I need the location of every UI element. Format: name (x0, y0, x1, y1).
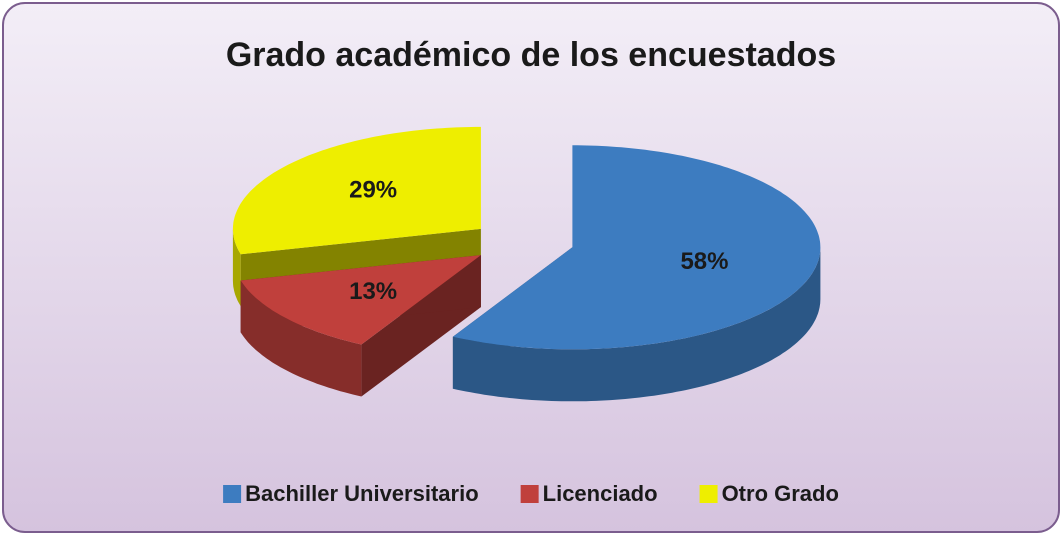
legend-swatch (520, 485, 539, 503)
slice (452, 145, 821, 402)
slice-top (240, 255, 481, 345)
data-label: 13% (349, 278, 397, 305)
slice-top (452, 145, 821, 350)
chart-title: Grado académico de los encuestados (226, 36, 836, 74)
legend-swatch (223, 485, 242, 503)
slice-wall (452, 247, 821, 402)
slice (240, 255, 481, 397)
data-label: 29% (349, 177, 397, 204)
legend-label: Licenciado (543, 481, 658, 506)
slice-wall (240, 280, 362, 397)
slice-top (232, 126, 481, 255)
legend-label: Bachiller Universitario (245, 481, 479, 506)
legend-label: Otro Grado (722, 481, 839, 506)
data-label: 58% (680, 248, 728, 275)
slice-wall (232, 228, 241, 307)
legend-swatch (699, 485, 718, 503)
